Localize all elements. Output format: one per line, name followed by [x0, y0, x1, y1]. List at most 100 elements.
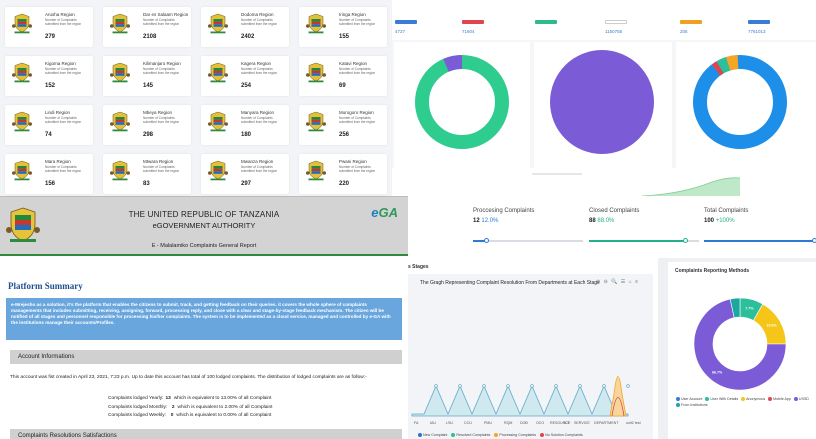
region-name: Mtwara Region — [143, 159, 174, 164]
series-processing — [609, 376, 627, 417]
status-metric: Closed Complaints 88 88.0% — [589, 208, 639, 224]
status-values: 12 12.0% — [473, 218, 499, 224]
x-axis-label: ICT — [564, 421, 571, 425]
region-complaint-count: 2402 — [241, 34, 255, 40]
region-card[interactable]: Mwanza Region Number of Complaints submit… — [201, 154, 289, 194]
status-progress-knob — [483, 238, 489, 243]
region-description: Number of Complaints submitted from the … — [45, 67, 82, 76]
series-no-solution — [611, 397, 625, 417]
legend-dot — [793, 396, 798, 401]
region-description: Number of Complaints submitted from the … — [45, 116, 82, 125]
region-description: Number of Complaints submitted from the … — [339, 116, 376, 125]
slice-label: 15.6% — [766, 324, 777, 328]
status-metric: Proccesing Complaints 12 12.0% — [473, 208, 534, 224]
legend-item[interactable]: No Solution Complaints — [536, 432, 583, 437]
region-card[interactable]: Katavi Region Number of Complaints submit… — [299, 56, 387, 96]
data-point[interactable] — [626, 384, 630, 388]
region-card[interactable]: Kigoma Region Number of Complaints submit… — [5, 56, 93, 96]
region-card[interactable]: Iringa Region Number of Complaints submit… — [299, 7, 387, 47]
region-description: Number of Complaints submitted from the … — [45, 18, 82, 27]
stat-color-bar — [462, 20, 484, 24]
data-point[interactable] — [530, 384, 534, 388]
legend-item[interactable]: User Account — [676, 396, 702, 401]
status-values: 88 88.0% — [589, 218, 615, 224]
platform-summary-text: e-Mrejesho as a solution, it's the platf… — [6, 298, 402, 340]
chart-container: The Gragh Representing Complaint Resolut… — [408, 274, 653, 439]
legend-item[interactable]: Processing Complaints — [490, 432, 536, 437]
tanzania-emblem-icon — [208, 160, 228, 181]
region-complaint-count: 254 — [241, 83, 252, 89]
region-complaint-count: 220 — [339, 181, 350, 187]
region-complaint-count: 256 — [339, 132, 350, 138]
region-name: Morogoro Region — [339, 110, 374, 115]
region-name: Katavi Region — [339, 61, 368, 66]
stat-value: 205 — [680, 29, 688, 34]
legend-item[interactable]: Anonymous — [741, 396, 765, 401]
region-card[interactable]: Dar es Salaam Region Number of Complaints… — [103, 7, 191, 47]
donut-panel-1 — [394, 42, 530, 168]
region-card[interactable]: Mara Region Number of Complaints submitte… — [5, 154, 93, 194]
tanzania-emblem-icon — [306, 62, 326, 83]
region-card[interactable]: Mbeya Region Number of Complaints submitt… — [103, 105, 191, 145]
data-point[interactable] — [578, 384, 582, 388]
region-complaint-count: 83 — [143, 181, 150, 187]
dashboard-panel: 4727 71604 1150755 205 7761013 — [392, 0, 816, 197]
region-description: Number of Complaints submitted from the … — [241, 67, 278, 76]
status-progress-knob — [683, 238, 689, 243]
region-card[interactable]: Pwani Region Number of Complaints submitt… — [299, 154, 387, 194]
data-point[interactable] — [434, 384, 438, 388]
data-point[interactable] — [482, 384, 486, 388]
legend-item[interactable]: Mobile App — [768, 396, 791, 401]
resolution-satisfaction-heading: Complaints Resolutions Satisfactions — [10, 429, 402, 439]
region-card[interactable]: Kagera Region Number of Complaints submit… — [201, 56, 289, 96]
legend-dot — [768, 396, 773, 401]
chart-legend: New Complaint Resolved Complaints Processi… — [414, 432, 583, 437]
donut-slice[interactable] — [729, 297, 741, 318]
region-name: Kagera Region — [241, 61, 272, 66]
region-name: Dodoma Region — [241, 12, 274, 17]
legend-item[interactable]: Resolved Complaints — [447, 432, 490, 437]
area-chart — [532, 173, 741, 197]
region-card[interactable]: Arusha Region Number of Complaints submit… — [5, 7, 93, 47]
data-point[interactable] — [554, 384, 558, 388]
region-name: Dar es Salaam Region — [143, 12, 189, 17]
region-card[interactable]: Kilimanjaro Region Number of Complaints s… — [103, 56, 191, 96]
region-description: Number of Complaints submitted from the … — [339, 67, 376, 76]
data-point[interactable] — [602, 384, 606, 388]
region-description: Number of Complaints submitted from the … — [143, 165, 180, 174]
region-card[interactable]: Lindi Region Number of Complaints submitt… — [5, 105, 93, 145]
x-axis-label: DEPARTMENT — [594, 421, 619, 425]
department-chart-panel: s Stages The Gragh Representing Complain… — [408, 258, 658, 439]
tanzania-emblem-icon — [6, 207, 40, 242]
data-point[interactable] — [506, 384, 510, 388]
stat-color-bar — [605, 20, 627, 24]
region-complaint-count: 74 — [45, 132, 52, 138]
legend-item[interactable]: New Complaint — [414, 432, 447, 437]
status-progress-track — [589, 238, 699, 243]
region-name: Iringa Region — [339, 12, 366, 17]
region-card[interactable]: Mtwara Region Number of Complaints submit… — [103, 154, 191, 194]
region-complaint-count: 298 — [143, 132, 154, 138]
region-card[interactable]: Dodoma Region Number of Complaints submit… — [201, 7, 289, 47]
region-name: Kilimanjaro Region — [143, 61, 181, 66]
region-description: Number of Complaints submitted from the … — [241, 165, 278, 174]
chart-title: Complaints Reporting Methods — [675, 268, 750, 274]
tanzania-emblem-icon — [208, 111, 228, 132]
region-description: Number of Complaints submitted from the … — [143, 67, 180, 76]
report-document: THE UNITED REPUBLIC OF TANZANIA eGOVERNM… — [0, 196, 408, 439]
region-card[interactable]: Manyara Region Number of Complaints submi… — [201, 105, 289, 145]
region-card[interactable]: Morogoro Region Number of Complaints subm… — [299, 105, 387, 145]
data-point[interactable] — [458, 384, 462, 388]
slice-label: 66.7% — [712, 370, 723, 374]
legend-item[interactable]: From Institutions — [676, 402, 708, 407]
report-header: THE UNITED REPUBLIC OF TANZANIA eGOVERNM… — [0, 196, 408, 256]
legend-item[interactable]: User With Details — [705, 396, 738, 401]
donut-slice[interactable] — [693, 298, 787, 391]
x-axis-label: unit2 test — [626, 421, 641, 425]
legend-item[interactable]: USSD — [793, 396, 809, 401]
donut-panel-3 — [676, 42, 816, 168]
region-complaint-count: 2108 — [143, 34, 157, 40]
x-axis-label: RESOURCE — [550, 421, 571, 425]
chart-toolbar[interactable]: ⊕ ⊖ 🔍 ☰ ⌂ ≡ — [596, 279, 639, 285]
stat-value: 71604 — [462, 29, 475, 34]
